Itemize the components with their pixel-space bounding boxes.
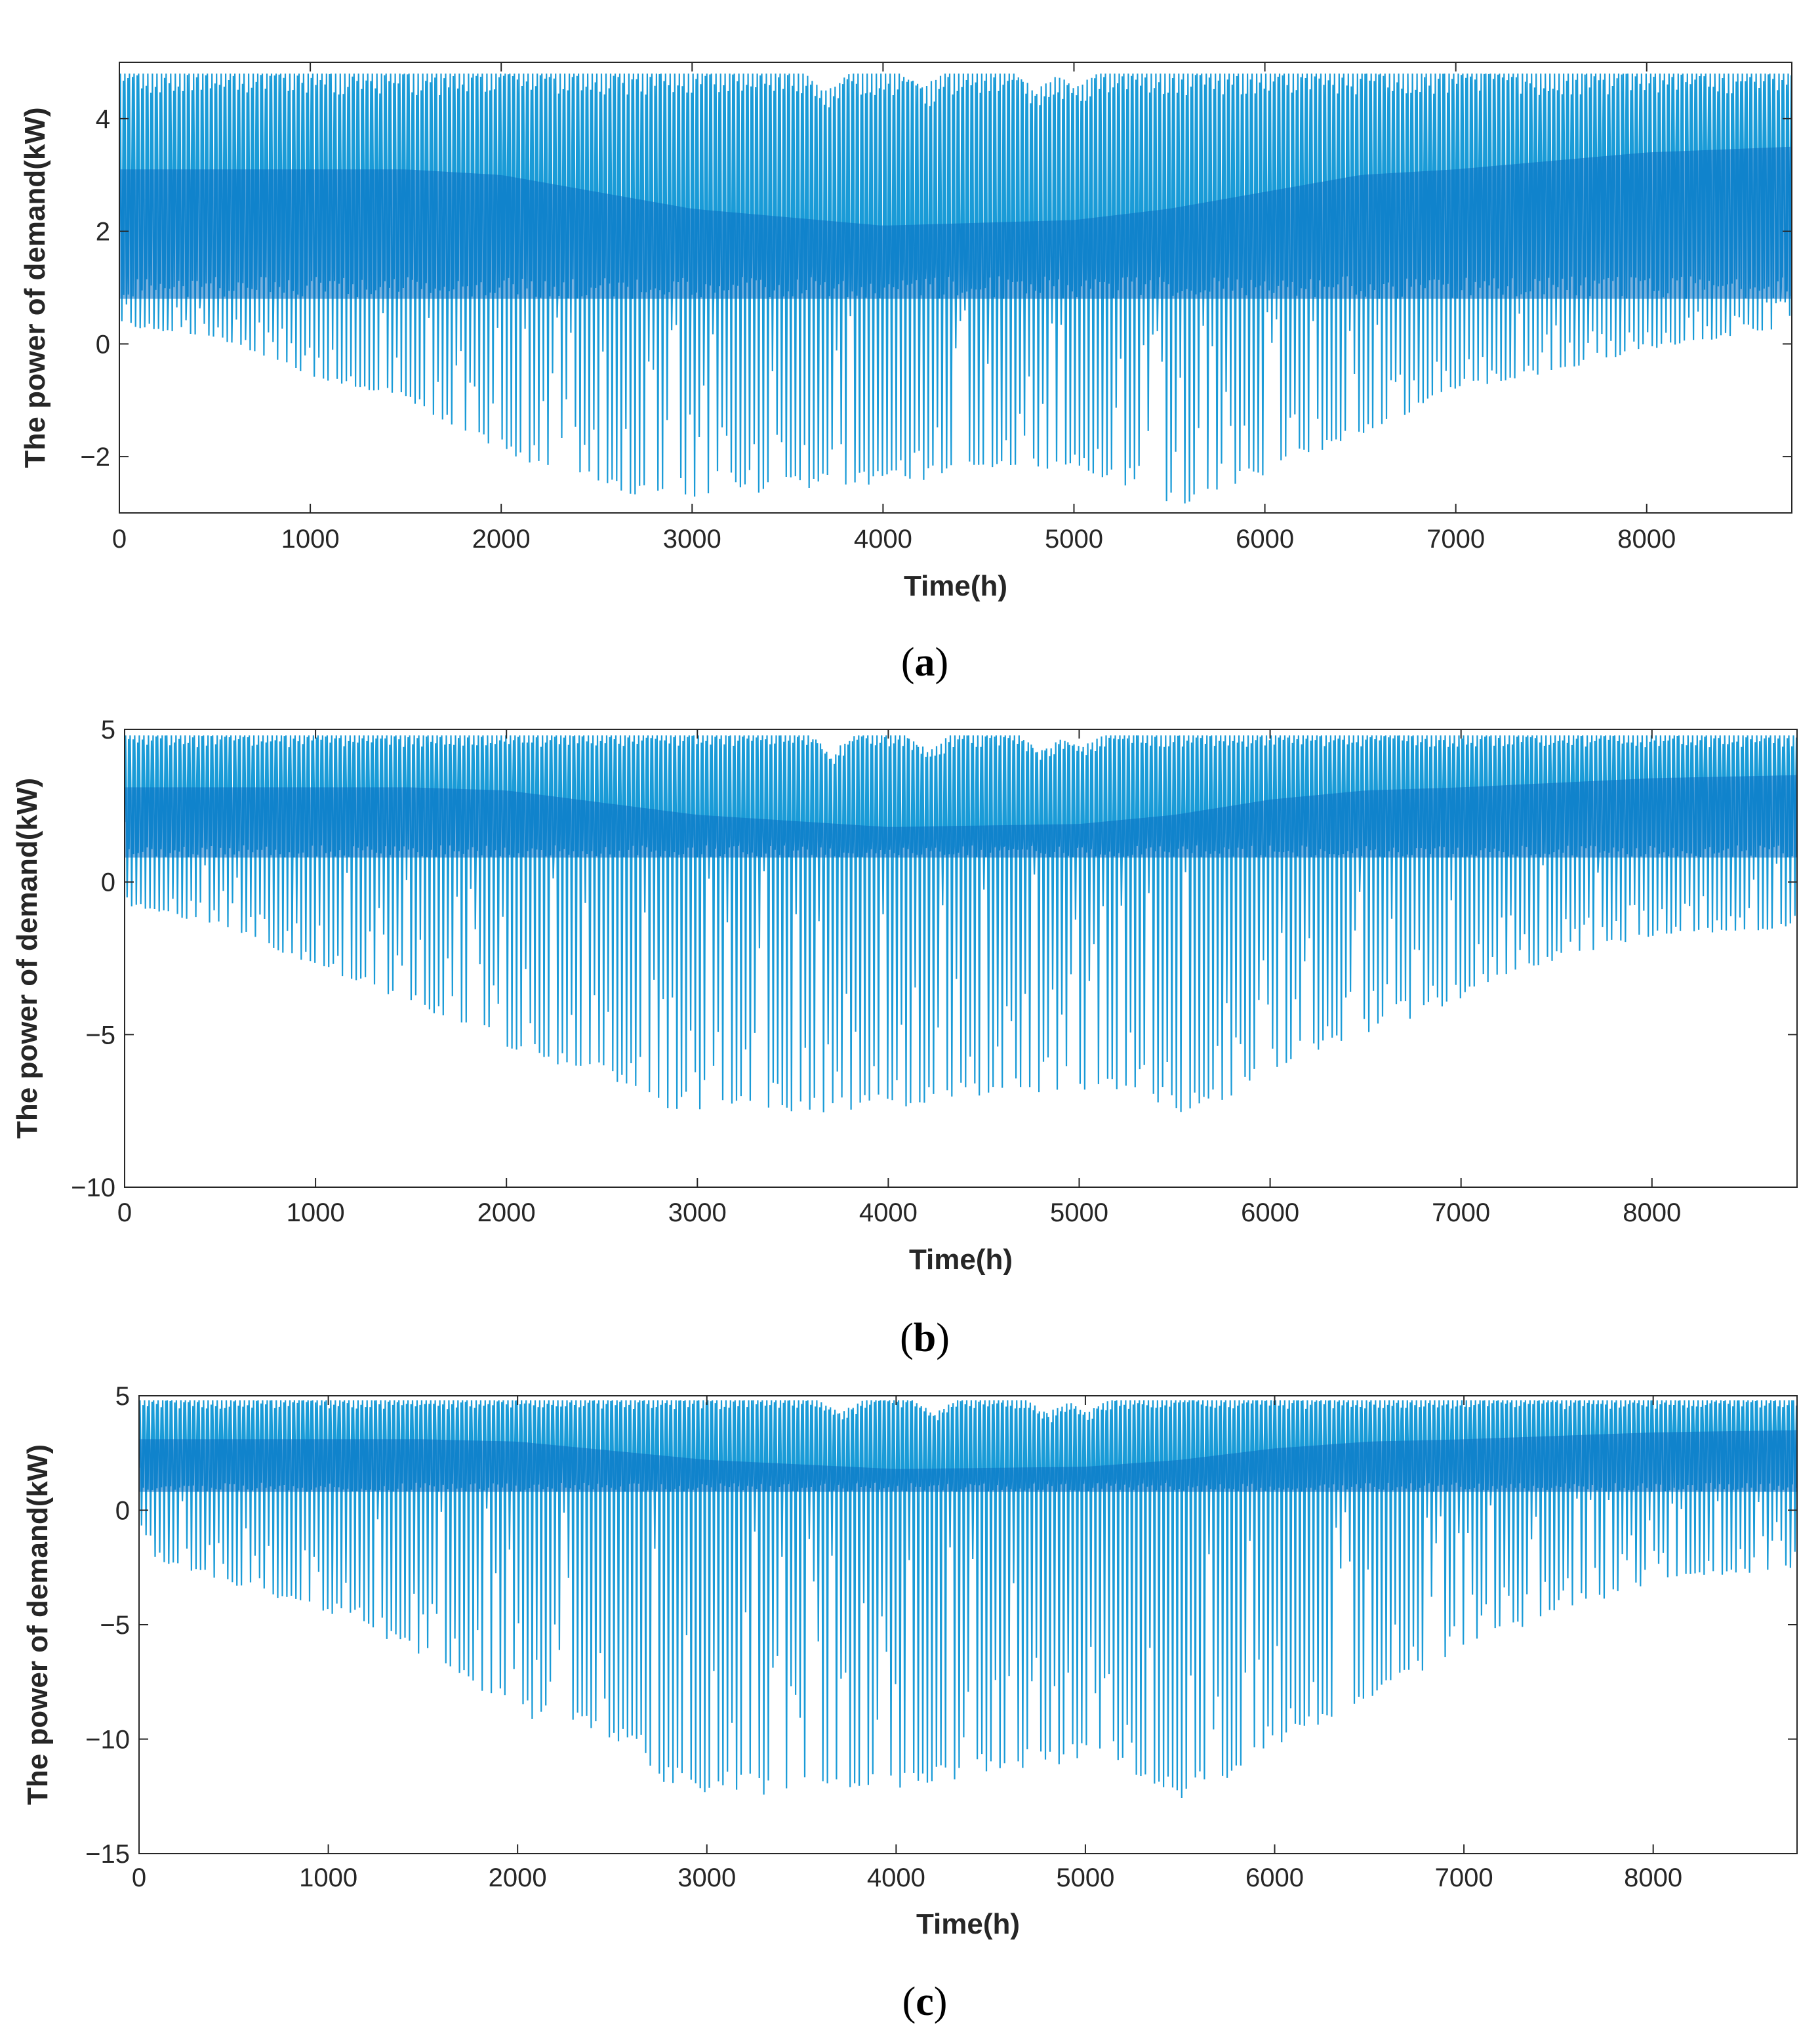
x-tick-label: 1000 [281, 525, 340, 554]
y-axis-label: The power of demand(kW) [19, 108, 51, 468]
caption-letter: a [915, 640, 935, 685]
x-tick-label: 5000 [1050, 1198, 1108, 1227]
y-tick-label: 5 [115, 1382, 130, 1411]
x-tick-label: 0 [132, 1863, 146, 1892]
x-tick-label: 3000 [663, 525, 721, 554]
y-tick-label: −15 [85, 1840, 130, 1869]
x-tick-label: 2000 [489, 1863, 547, 1892]
y-axis-label: The power of demand(kW) [22, 1444, 54, 1805]
x-tick-label: 6000 [1236, 525, 1294, 554]
panel-caption: (a) [901, 640, 948, 685]
axes-box [119, 62, 1792, 514]
x-tick-label: 8000 [1623, 1198, 1681, 1227]
x-tick-label: 6000 [1241, 1198, 1299, 1227]
x-axis-label: Time(h) [909, 1244, 1013, 1276]
caption-open-paren: ( [902, 1980, 916, 2024]
x-tick-label: 3000 [677, 1863, 736, 1892]
caption-close-paren: ) [936, 1316, 950, 1360]
panel-c: 0 1000 2000 3000 4000 5000 6000 7000 8000 −15 −10 −… [22, 1382, 1798, 2024]
x-tick-label: 8000 [1624, 1863, 1682, 1892]
y-tick-label: 0 [101, 868, 115, 897]
y-tick-label: 0 [115, 1497, 130, 1526]
y-tick-label: −5 [85, 1021, 115, 1049]
plot-content [139, 1400, 1797, 1798]
panel-caption: (b) [900, 1316, 950, 1360]
caption-open-paren: ( [901, 640, 915, 685]
caption-letter: c [916, 1980, 934, 2024]
panel-caption: (c) [902, 1980, 948, 2024]
y-tick-label: 2 [96, 218, 110, 247]
plot-content [119, 73, 1792, 504]
x-tick-label: 2000 [477, 1198, 536, 1227]
y-tick-label: 4 [96, 105, 110, 134]
demand-dense-band [125, 775, 1797, 858]
x-axis-label: Time(h) [916, 1908, 1020, 1940]
x-axis-label: Time(h) [904, 570, 1007, 602]
axes-box [124, 729, 1798, 1188]
x-tick-label: 4000 [867, 1863, 925, 1892]
panel-a: 0 1000 2000 3000 4000 5000 6000 7000 8000 −2 0 2 4 Ti… [19, 62, 1792, 685]
x-tick-label: 6000 [1245, 1863, 1304, 1892]
x-tick-label: 4000 [859, 1198, 918, 1227]
y-axis-label: The power of demand(kW) [11, 778, 43, 1139]
panels-container: 0 1000 2000 3000 4000 5000 6000 7000 8000−2024Ti… [11, 62, 1798, 2024]
x-tick-label: 1000 [299, 1863, 357, 1892]
caption-close-paren: ) [934, 1980, 948, 2024]
x-tick-label: 3000 [668, 1198, 727, 1227]
x-tick-label: 2000 [472, 525, 531, 554]
demand-dense-band [139, 1430, 1797, 1492]
x-tick-label: 0 [117, 1198, 132, 1227]
y-tick-label: 0 [96, 330, 110, 359]
x-tick-label: 5000 [1045, 525, 1103, 554]
plot-content [125, 735, 1797, 1112]
demand-dense-band [119, 146, 1792, 299]
y-tick-label: −10 [85, 1726, 130, 1755]
y-tick-label: −5 [100, 1611, 130, 1640]
caption-letter: b [914, 1316, 936, 1360]
y-tick-label: 5 [101, 716, 115, 744]
caption-close-paren: ) [935, 640, 949, 685]
x-tick-label: 0 [112, 525, 127, 554]
x-tick-label: 1000 [287, 1198, 345, 1227]
x-tick-label: 5000 [1056, 1863, 1114, 1892]
y-tick-label: −10 [71, 1173, 115, 1202]
x-tick-label: 4000 [854, 525, 912, 554]
panel-b: 0 1000 2000 3000 4000 5000 6000 7000 8000 −10 −5 0 5… [11, 716, 1798, 1360]
x-tick-label: 8000 [1617, 525, 1676, 554]
x-tick-label: 7000 [1435, 1863, 1493, 1892]
x-tick-label: 7000 [1426, 525, 1485, 554]
y-tick-label: −2 [80, 443, 110, 472]
x-tick-label: 7000 [1432, 1198, 1490, 1227]
caption-open-paren: ( [900, 1316, 914, 1360]
